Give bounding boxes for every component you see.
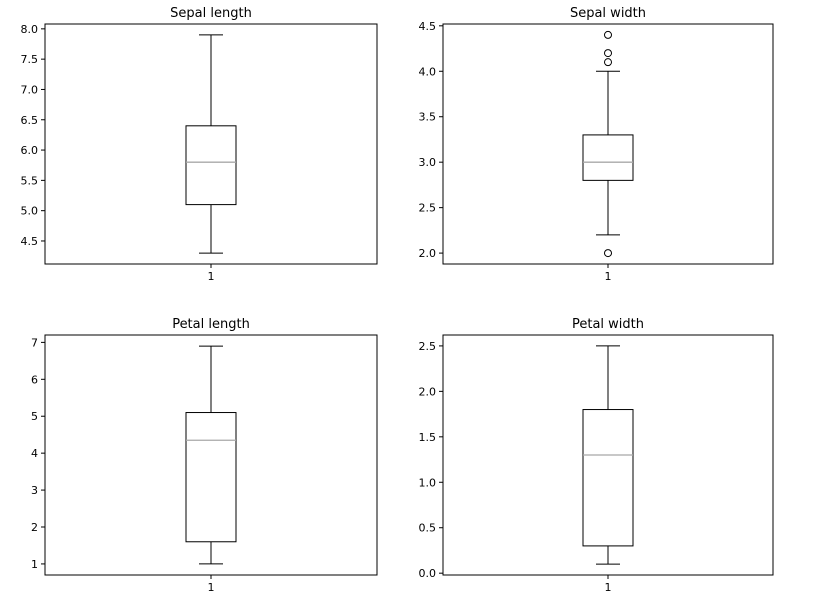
- y-tick-label: 7.5: [21, 53, 39, 66]
- subplot-1: Sepal length 4.5 5.0 5.5 6.0 6.5 7.0 7.5 8.0 1: [21, 6, 378, 283]
- x-tick-label: 1: [208, 270, 215, 283]
- y-tick-label: 5: [31, 410, 38, 423]
- y-tick-label: 4: [31, 447, 38, 460]
- subplot-title: Sepal width: [570, 6, 646, 21]
- y-tick-label: 4.5: [21, 235, 39, 248]
- y-tick-label: 7.0: [21, 83, 39, 96]
- outlier-point: [604, 249, 612, 258]
- y-tick-label: 1.5: [419, 431, 437, 444]
- y-tick-label: 1: [31, 558, 38, 571]
- y-tick-label: 3.5: [419, 111, 437, 124]
- iqr-box: [582, 134, 634, 181]
- iqr-box: [185, 412, 237, 543]
- iqr-box: [582, 409, 634, 547]
- outlier-point: [604, 30, 612, 39]
- y-tick-label: 0.0: [419, 567, 437, 580]
- y-tick-label: 6.0: [21, 144, 39, 157]
- subplot-title: Petal length: [172, 317, 250, 332]
- x-tick-label: 1: [605, 270, 612, 283]
- axes-frame: [44, 23, 378, 265]
- y-tick-label: 6.5: [21, 114, 39, 127]
- subplot-title: Petal width: [572, 317, 644, 332]
- y-tick-label: 1.0: [419, 476, 437, 489]
- x-tick-label: 1: [208, 581, 215, 594]
- y-tick-label: 5.5: [21, 174, 39, 187]
- x-tick-label: 1: [605, 581, 612, 594]
- y-tick-label: 0.5: [419, 522, 437, 535]
- y-tick-label: 7: [31, 336, 38, 349]
- y-tick-label: 4.5: [419, 20, 437, 33]
- y-tick-label: 6: [31, 373, 38, 386]
- y-tick-label: 2: [31, 521, 38, 534]
- subplot-title: Sepal length: [170, 6, 252, 21]
- y-tick-label: 3: [31, 484, 38, 497]
- axes-frame: [442, 23, 774, 265]
- outlier-point: [604, 58, 612, 67]
- y-tick-label: 8.0: [21, 23, 39, 36]
- axes-frame: [44, 334, 378, 576]
- outlier-point: [604, 49, 612, 58]
- y-tick-label: 2.5: [419, 202, 437, 215]
- y-tick-label: 2.5: [419, 340, 437, 353]
- y-tick-label: 3.0: [419, 156, 437, 169]
- y-tick-label: 4.0: [419, 65, 437, 78]
- subplot-4: Petal width 0.0 0.5 1.0 1.5 2.0 2.5 1: [419, 317, 774, 594]
- subplot-2: Sepal width 2.0 2.5 3.0 3.5 4.0 4.5 1: [419, 6, 774, 283]
- y-tick-label: 5.0: [21, 205, 39, 218]
- iqr-box: [185, 125, 237, 206]
- axes-frame: [442, 334, 774, 576]
- y-tick-label: 2.0: [419, 247, 437, 260]
- y-tick-label: 2.0: [419, 385, 437, 398]
- subplot-3: Petal length 1 2 3 4 5 6 7 1: [31, 317, 378, 594]
